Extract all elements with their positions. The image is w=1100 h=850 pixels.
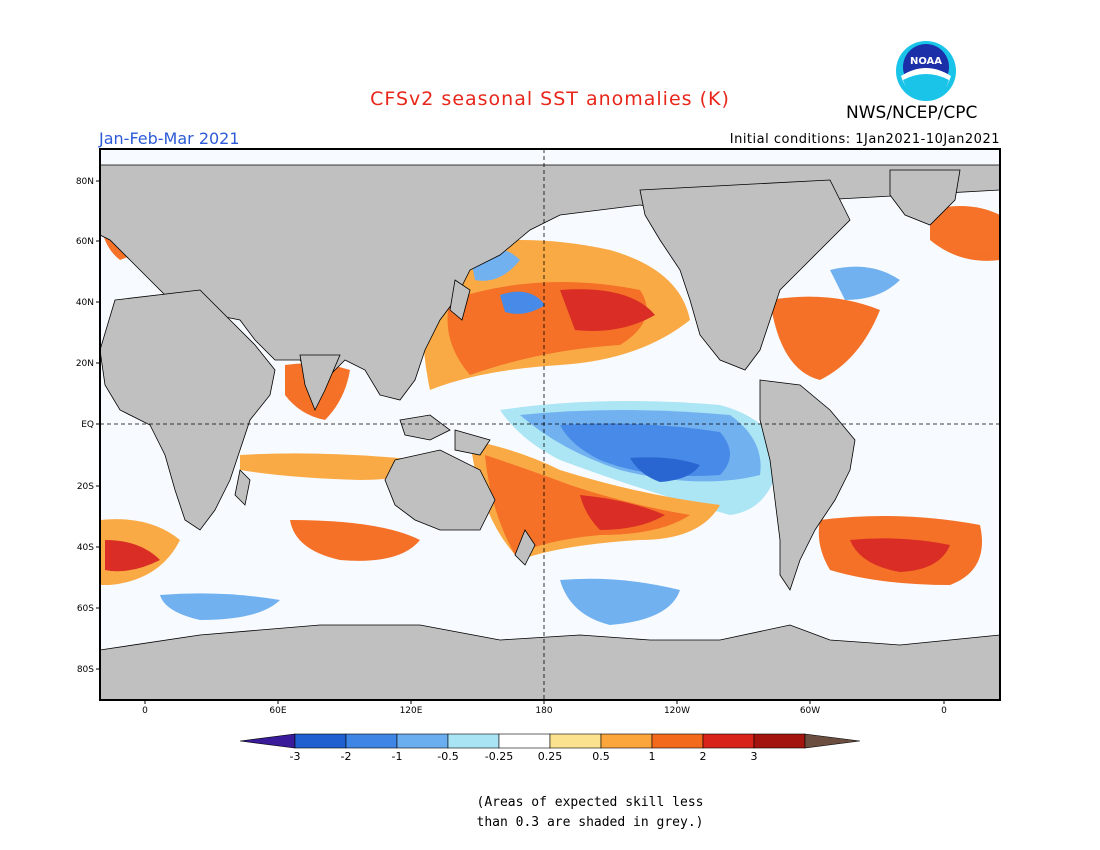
landmass-antarctica: [100, 624, 1000, 700]
colorbar-swatch: [702, 733, 755, 749]
warm-anomaly: [770, 296, 880, 380]
landmass-north-america: [639, 179, 851, 371]
longitude-label: 120W: [664, 706, 690, 716]
map-title: CFSv2 seasonal SST anomalies (K): [370, 88, 730, 110]
latitude-label: 80N: [76, 177, 94, 187]
latitude-label: 40S: [77, 543, 94, 553]
longitude-label: 180: [535, 706, 552, 716]
colorbar-tick-label: 1: [649, 750, 656, 763]
colorbar-swatch: [600, 733, 653, 749]
land: [100, 164, 1000, 700]
forecast-period: Jan-Feb-Mar 2021: [99, 129, 240, 148]
landmass-greenland: [889, 169, 961, 226]
colorbar-tick-label: 0.5: [592, 750, 610, 763]
colorbar-swatch: [447, 733, 500, 749]
colorbar-tick-label: 3: [751, 750, 758, 763]
initial-conditions: Initial conditions: 1Jan2021-10Jan2021: [729, 132, 1000, 147]
latitude-label: 60N: [76, 237, 94, 247]
latitude-label: EQ: [81, 420, 94, 430]
colorbar-tick-label: -0.5: [437, 750, 458, 763]
cold-anomaly: [830, 266, 900, 300]
cold-anomaly: [160, 593, 280, 620]
colorbar-swatch: [345, 733, 398, 749]
longitude-label: 0: [941, 706, 947, 716]
warm-anomaly: [580, 495, 665, 530]
cold-anomaly: [500, 291, 545, 314]
skill-note-line: than 0.3 are shaded in grey.): [476, 815, 704, 830]
colorbar-arrow-low: [239, 733, 296, 749]
landmass-japan: [449, 279, 471, 321]
cold-anomaly: [630, 457, 700, 482]
map-field: [100, 149, 1000, 700]
logo-text: NOAA: [910, 56, 942, 67]
landmass-madagascar: [234, 469, 251, 506]
axis-labels: 80N 60N 40N 20N EQ 20S 40S 60S 80S 0 60E 120E 180 120…: [76, 177, 947, 716]
organization-label: NWS/NCEP/CPC: [846, 103, 978, 123]
warm-anomaly: [850, 538, 950, 572]
colorbar: -3 -2 -1 -0.5 -0.25 0.25 0.5 1 2 3: [239, 733, 861, 763]
latitude-label: 20N: [76, 359, 94, 369]
latitude-label: 20S: [77, 482, 94, 492]
colorbar-tick-label: 2: [700, 750, 707, 763]
longitude-label: 60E: [269, 706, 286, 716]
landmass-maritime: [454, 429, 491, 456]
colorbar-swatch: [498, 733, 551, 749]
colorbar-swatch: [549, 733, 602, 749]
longitude-label: 0: [142, 706, 148, 716]
noaa-logo: NOAA: [896, 41, 956, 101]
colorbar-swatch: [294, 733, 347, 749]
grid: [100, 149, 1000, 700]
landmass-india: [299, 354, 341, 411]
warm-anomaly: [105, 540, 160, 572]
colorbar-tick-label: -3: [290, 750, 301, 763]
skill-note: (Areas of expected skill less than 0.3 a…: [400, 793, 780, 833]
colorbar-tick-label: -0.25: [485, 750, 513, 763]
skill-note-line: (Areas of expected skill less: [476, 795, 704, 810]
latitude-label: 60S: [77, 604, 94, 614]
landmass-africa: [100, 289, 276, 531]
colorbar-arrow-high: [804, 733, 861, 749]
warm-anomaly: [240, 453, 420, 480]
latitude-label: 40N: [76, 298, 94, 308]
landmass-new-zealand: [514, 529, 536, 566]
colorbar-tick-label: -1: [392, 750, 403, 763]
cold-anomaly: [560, 578, 680, 625]
warm-anomaly: [290, 520, 420, 561]
colorbar-tick-label: 0.25: [538, 750, 563, 763]
latitude-label: 80S: [77, 665, 94, 675]
longitude-label: 60W: [800, 706, 820, 716]
colorbar-swatch: [651, 733, 704, 749]
landmass-maritime: [399, 414, 451, 441]
landmass-australia: [384, 449, 496, 531]
colorbar-swatch: [753, 733, 806, 749]
colorbar-tick-label: -2: [341, 750, 352, 763]
warm-anomaly: [930, 206, 1000, 261]
warm-anomaly: [560, 289, 655, 331]
colorbar-swatch: [396, 733, 449, 749]
anomaly-shading: [100, 206, 1000, 625]
longitude-label: 120E: [400, 706, 423, 716]
landmass-south-america: [759, 379, 856, 591]
